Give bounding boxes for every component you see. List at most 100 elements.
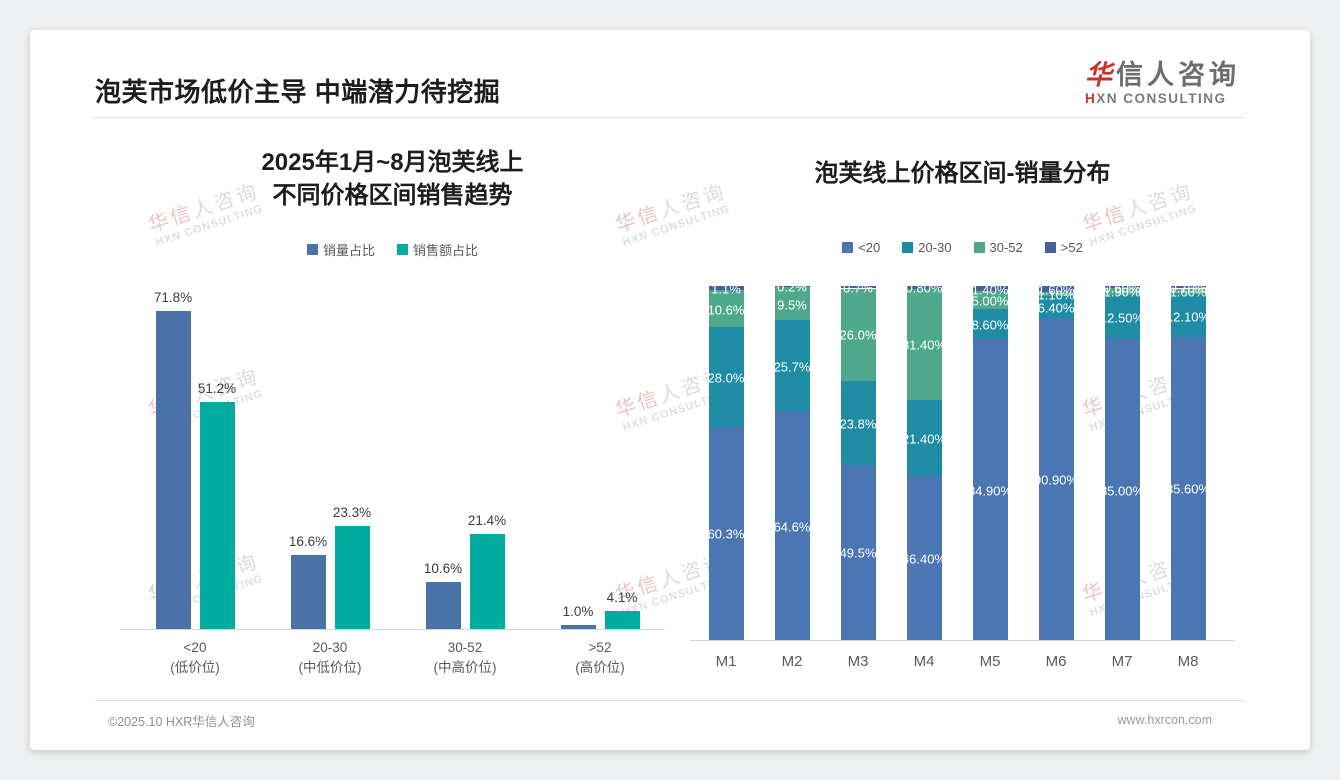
bar-segment-20-30 <box>708 327 744 427</box>
left-chart-plot: 71.8% 16.6% 10.6% 1.0% 51.2% 23.3% 21.4% 4.1% <2… <box>120 290 665 675</box>
bar-value-label: 4.1% <box>606 589 638 605</box>
x-axis-label-line2: (低价位) <box>170 660 220 675</box>
bar-segment-label: 0.80% <box>905 280 943 296</box>
bar-segment-label: 0.60% <box>1103 280 1141 296</box>
bar-segment-label: 1.60% <box>1037 282 1075 298</box>
bar-segment-label: 0.2% <box>777 279 807 295</box>
bar-segment-<20 <box>906 475 942 640</box>
bar-value-label: 51.2% <box>197 381 237 397</box>
bar-value-label: 23.3% <box>332 504 372 520</box>
right-chart-legend: <20 20-30 30-52 >52 <box>690 240 1235 255</box>
right-chart-title: 泡芙线上价格区间-销量分布 <box>814 160 1111 187</box>
bar-segment-30-52 <box>708 289 744 328</box>
bar-value-label: 71.8% <box>153 289 193 305</box>
bar-segment->52 <box>1104 286 1140 289</box>
bar-segment-30-52 <box>774 286 810 321</box>
bar-segment-label: 28.0% <box>707 370 745 386</box>
x-axis-label-line2: (高价位) <box>575 660 625 675</box>
bar-segment->52 <box>906 286 942 289</box>
footer-copyright: ©2025.10 HXR华信人咨询 <box>108 715 255 729</box>
bar-segment-<20 <box>1170 336 1206 640</box>
x-axis-label-line1: 30-52 <box>447 640 483 655</box>
bar-segment-label: 49.5% <box>839 545 877 561</box>
x-axis-label-line1: >52 <box>588 640 612 655</box>
bar-销售额占比 <box>199 402 235 629</box>
bar-segment-30-52 <box>1104 288 1140 295</box>
bar-value-label: 1.0% <box>562 603 594 619</box>
legend-label: 销量占比 <box>322 243 375 258</box>
footer-website: www.hxrcon.com <box>1117 713 1212 727</box>
x-axis-label: >52 (高价位) <box>575 638 625 678</box>
bar-segment-30-52 <box>840 288 876 381</box>
right-chart-plot: 60.3% 64.6% 49.5% 46.40% 84.90% 90.90% 85.00% 8… <box>690 280 1235 670</box>
bar-segment-label: 21.40% <box>901 431 947 447</box>
legend-swatch <box>306 244 318 255</box>
x-axis-label: M6 <box>1045 653 1067 670</box>
left-chart-title: 2025年1月~8月泡芙线上 不同价格区间销售趋势 <box>120 146 665 212</box>
bar-segment-label: 12.10% <box>1165 309 1211 325</box>
bar-销量占比 <box>290 555 326 629</box>
bar-segment-label: 23.8% <box>839 416 877 432</box>
bar-segment-label: 85.60% <box>1165 481 1211 497</box>
x-axis-label-line2: (中高价位) <box>433 660 497 675</box>
page-title: 泡芙市场低价主导 中端潜力待挖掘 <box>95 77 501 107</box>
logo-english-name: HXN CONSULTING <box>1085 91 1227 106</box>
bar-销售额占比 <box>334 525 370 629</box>
left-chart-title-line2: 不同价格区间销售趋势 <box>272 182 513 209</box>
bar-segment-label: 26.0% <box>839 327 877 343</box>
bar-segment-30-52 <box>906 288 942 400</box>
bar-segment-<20 <box>1038 318 1074 640</box>
bar-segment-label: 25.7% <box>773 359 811 375</box>
bar-segment-30-52 <box>972 291 1008 310</box>
x-axis-label: 20-30 (中低价位) <box>299 638 362 678</box>
bar-销量占比 <box>155 310 191 629</box>
footer-divider <box>95 700 1245 701</box>
x-axis-label: M8 <box>1177 653 1199 670</box>
x-axis-label: M4 <box>913 653 935 670</box>
bar-segment-20-30 <box>906 400 942 476</box>
bar-segment->52 <box>840 286 876 289</box>
bar-segment->52 <box>972 286 1008 292</box>
bar-segment-label: 85.00% <box>1099 483 1145 499</box>
bar-segment-label: 9.5% <box>777 297 807 313</box>
bar-segment-label: 12.50% <box>1099 310 1145 326</box>
x-axis-label: M5 <box>979 653 1001 670</box>
company-logo: 华信人咨询 HXN CONSULTING <box>1085 60 1240 108</box>
bar-segment-label: 60.3% <box>707 526 745 542</box>
bar-segment-label: 1.90% <box>1103 284 1141 300</box>
legend-item: 30-52 <box>973 240 1023 255</box>
bar-value-label: 16.6% <box>288 534 328 550</box>
x-axis-label: M2 <box>781 653 803 670</box>
slide-card: 华信人咨询 HXN CONSULTING 华信人咨询 HXN CONSULTING 华信… <box>30 30 1310 750</box>
bar-segment-<20 <box>840 464 876 640</box>
x-axis-label-line1: <20 <box>183 640 207 655</box>
legend-label: 20-30 <box>918 240 952 255</box>
legend-swatch <box>902 242 914 253</box>
bar-value-label: 21.4% <box>467 513 507 529</box>
legend-item: 20-30 <box>902 240 952 255</box>
header-divider <box>93 117 1245 118</box>
bar-segment->52 <box>1038 286 1074 292</box>
bar-segment->52 <box>708 286 744 290</box>
legend-label: 销售额占比 <box>413 243 479 258</box>
bar-segment-20-30 <box>774 320 810 412</box>
bar-segment-20-30 <box>972 309 1008 340</box>
bar-segment-label: 8.60% <box>971 317 1009 333</box>
bar-segment-30-52 <box>1038 291 1074 296</box>
legend-swatch <box>973 242 985 253</box>
bar-segment-label: 10.6% <box>707 302 745 318</box>
bar-segment-label: 31.40% <box>901 337 947 353</box>
bar-segment-label: 1.60% <box>1169 284 1207 300</box>
bar-segment->52 <box>774 286 810 287</box>
legend-item: 销量占比 <box>306 240 375 259</box>
bar-segment-label: 0.70% <box>1169 280 1207 296</box>
x-axis-label: M7 <box>1111 653 1133 670</box>
legend-swatch <box>1044 242 1056 253</box>
x-axis-label-line2: (中低价位) <box>298 660 362 675</box>
x-axis-label: M3 <box>847 653 869 670</box>
legend-swatch <box>397 244 408 255</box>
bar-segment->52 <box>1170 286 1206 289</box>
bar-销量占比 <box>425 582 461 629</box>
left-chart-legend: 销量占比 销售额占比 <box>120 240 665 259</box>
bar-segment-<20 <box>1104 339 1140 640</box>
